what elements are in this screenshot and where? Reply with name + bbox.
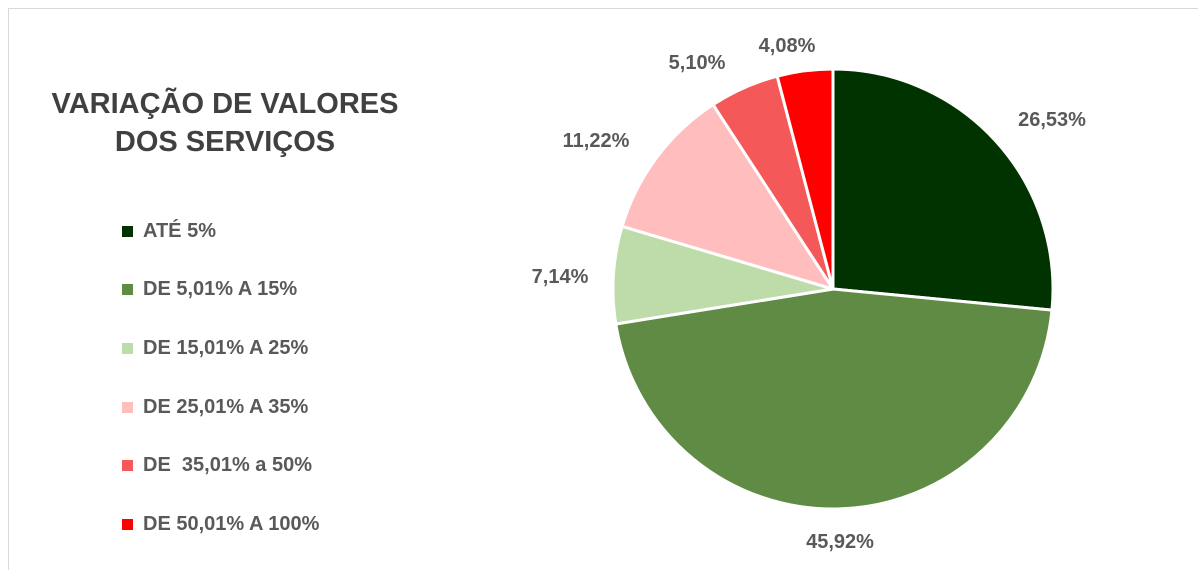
legend-item: DE 25,01% A 35% <box>122 378 319 437</box>
pie-slice <box>775 67 835 291</box>
pie-slice <box>831 67 1055 312</box>
legend-swatch <box>122 342 133 354</box>
legend-swatch <box>122 518 133 530</box>
data-label: 11,22% <box>563 130 630 152</box>
legend-item: DE 35,01% a 50% <box>122 436 319 495</box>
legend-item: DE 5,01% A 15% <box>122 261 319 320</box>
data-label: 5,10% <box>669 52 726 74</box>
legend-swatch <box>122 284 133 296</box>
legend-label: ATÉ 5% <box>143 219 216 242</box>
data-label: 26,53% <box>1018 109 1086 131</box>
data-label: 4,08% <box>759 35 816 57</box>
legend-item: ATÉ 5% <box>122 202 319 261</box>
legend-swatch <box>122 225 133 237</box>
data-label: 45,92% <box>806 531 874 553</box>
legend-label: DE 5,01% A 15% <box>143 278 298 301</box>
chart-frame <box>8 8 1198 570</box>
legend-label: DE 50,01% A 100% <box>143 512 320 535</box>
chart-legend: ATÉ 5% DE 5,01% A 15% DE 15,01% A 25% DE… <box>122 202 319 554</box>
legend-item: DE 15,01% A 25% <box>122 319 319 378</box>
chart-title: VARIAÇÃO DE VALORES DOS SERVIÇOS <box>51 88 399 158</box>
legend-label: DE 15,01% A 25% <box>143 336 309 359</box>
legend-label: DE 35,01% a 50% <box>143 454 312 477</box>
legend-label: DE 25,01% A 35% <box>143 395 309 418</box>
legend-swatch <box>122 401 133 413</box>
data-label: 7,14% <box>532 266 589 288</box>
pie-slice <box>614 287 1054 511</box>
pie-slice <box>620 103 835 291</box>
legend-swatch <box>122 460 133 472</box>
legend-item: DE 50,01% A 100% <box>122 495 319 554</box>
